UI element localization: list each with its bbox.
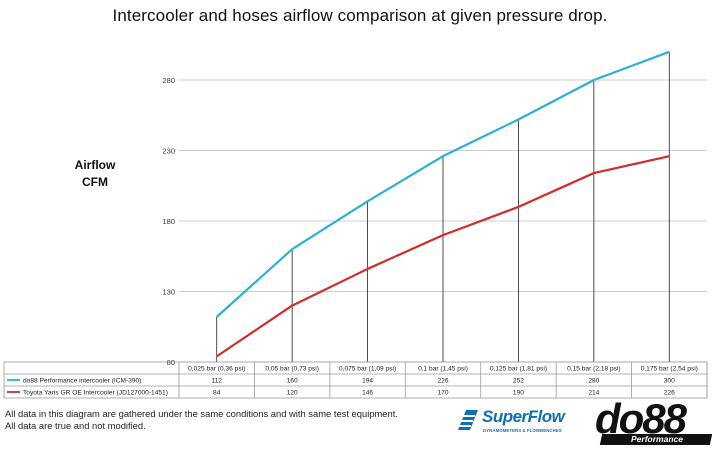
data-label: 84 <box>213 390 221 397</box>
data-label: 252 <box>513 378 524 385</box>
footnote: All data in this diagram are gathered un… <box>5 408 398 431</box>
superflow-tagline: DYNAMOMETERS & FLOWBENCHES <box>483 428 562 433</box>
footnote-line2: All data are true and not modified. <box>5 419 146 431</box>
y-axis-label-line2: CFM <box>82 175 108 189</box>
data-label: 146 <box>362 390 373 397</box>
category-label: 0,125 bar (1,81 psi) <box>490 366 547 373</box>
category-label: 0,05 bar (0,73 psi) <box>265 366 319 373</box>
data-label: 280 <box>588 378 599 385</box>
legend-label-2: Toyota Yaris GR OE Intercooler (JD127000… <box>23 390 168 397</box>
superflow-wordmark: SuperFlow <box>482 407 565 426</box>
data-label: 226 <box>437 378 448 385</box>
superflow-logo: SuperFlow DYNAMOMETERS & FLOWBENCHES <box>454 404 572 440</box>
category-droplines <box>216 51 670 362</box>
superflow-mark-icon <box>458 410 478 430</box>
data-label: 214 <box>588 390 599 397</box>
series-lines <box>215 50 670 358</box>
data-label: 112 <box>211 378 222 385</box>
y-axis-label-line1: Airflow <box>74 158 116 172</box>
category-label: 0,175 bar (2,54 psi) <box>641 366 698 373</box>
category-label: 0,1 bar (1,45 psi) <box>418 366 468 373</box>
data-table: 0,025 bar (0,36 psi) 0,05 bar (0,73 psi) 0… <box>3 361 708 399</box>
y-tick-labels: 80 130 180 230 280 <box>162 76 175 367</box>
y-tick-label: 80 <box>167 358 175 367</box>
footnote-line1: All data in this diagram are gathered un… <box>5 408 398 419</box>
legend-label-1: do88 Performance intercooler (ICM-390) <box>23 378 141 385</box>
data-label: 190 <box>513 390 524 397</box>
category-label: 0,15 bar (2,18 psi) <box>567 366 621 373</box>
y-tick-label: 130 <box>162 288 175 297</box>
data-label: 160 <box>287 378 298 385</box>
series-line-1 <box>215 50 670 318</box>
y-axis-label: Airflow CFM <box>60 157 130 191</box>
data-label: 300 <box>664 378 675 385</box>
do88-logo: do88 Performance <box>595 395 715 448</box>
y-tick-label: 230 <box>162 147 175 156</box>
category-label: 0,025 bar (0,36 psi) <box>188 366 245 373</box>
category-label: 0,075 bar (1,09 psi) <box>339 366 396 373</box>
data-label: 120 <box>287 390 298 397</box>
data-label: 194 <box>362 378 373 385</box>
do88-subtitle: Performance <box>631 434 683 444</box>
data-label: 170 <box>437 390 448 397</box>
data-label: 226 <box>664 390 675 397</box>
series-line-2 <box>216 155 670 358</box>
y-tick-label: 180 <box>162 217 175 226</box>
y-tick-label: 280 <box>162 76 175 85</box>
chart-title: Intercooler and hoses airflow comparison… <box>112 6 608 25</box>
